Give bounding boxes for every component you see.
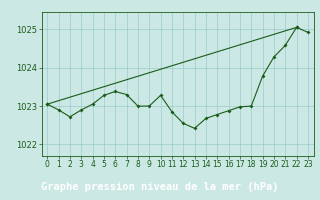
Text: Graphe pression niveau de la mer (hPa): Graphe pression niveau de la mer (hPa) [41,182,279,192]
